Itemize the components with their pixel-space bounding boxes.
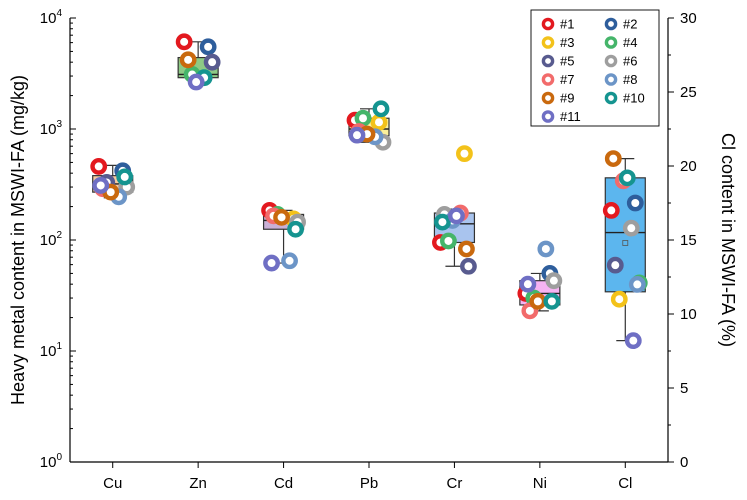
data-point-sample-5 <box>460 257 477 275</box>
y-right-tick-label: 30 <box>680 10 697 27</box>
legend-label-6: #6 <box>623 54 637 69</box>
legend-marker-3 <box>541 36 555 49</box>
y-right-tick-label: 0 <box>680 454 688 471</box>
legend-label-7: #7 <box>560 72 574 87</box>
legend-marker-1 <box>541 17 555 31</box>
data-point-sample-9 <box>458 240 475 258</box>
y-right-tick-label: 25 <box>680 84 697 101</box>
legend-label-4: #4 <box>623 35 637 50</box>
data-point-sample-8 <box>281 252 298 270</box>
box-mean-marker <box>622 240 629 246</box>
legend-marker-6 <box>604 54 618 68</box>
x-tick-label: Zn <box>189 475 207 492</box>
data-point-sample-6 <box>622 219 640 237</box>
y-left-tick-label: 100 <box>40 452 63 471</box>
legend-marker-7 <box>541 73 555 86</box>
data-point-sample-10 <box>618 169 636 187</box>
x-tick-label: Cl <box>618 475 632 492</box>
x-tick-label: Ni <box>533 475 547 492</box>
data-point-sample-9 <box>529 292 547 310</box>
legend-marker-8 <box>604 73 618 86</box>
data-point-sample-3 <box>370 113 388 131</box>
y-axis-left-title: Heavy metal content in MSWI-FA (mg/kg) <box>8 75 28 405</box>
data-point-sample-11 <box>187 73 205 91</box>
legend-label-9: #9 <box>560 91 574 106</box>
data-point-sample-10 <box>543 292 561 310</box>
data-point-sample-8 <box>537 240 555 258</box>
legend-label-1: #1 <box>560 17 574 32</box>
y-left-tick-label: 104 <box>40 8 63 27</box>
data-point-sample-10 <box>116 168 134 186</box>
data-point-sample-11 <box>624 332 642 350</box>
data-point-sample-10 <box>434 213 451 231</box>
data-point-sample-4 <box>440 232 457 250</box>
data-point-sample-11 <box>448 207 465 225</box>
legend-marker-2 <box>604 17 618 31</box>
y-left-tick-label: 101 <box>40 341 63 360</box>
x-tick-label: Pb <box>360 475 378 492</box>
y-right-tick-label: 10 <box>680 306 697 323</box>
legend-label-10: #10 <box>623 91 645 106</box>
legend-label-5: #5 <box>560 54 574 69</box>
data-point-sample-1 <box>90 158 108 175</box>
y-right-tick-label: 20 <box>680 158 697 175</box>
legend-marker-10 <box>604 91 618 105</box>
legend-marker-5 <box>541 54 555 68</box>
data-point-sample-9 <box>273 208 290 226</box>
legend-label-11: #11 <box>560 109 581 124</box>
data-point-sample-4 <box>354 109 372 127</box>
legend-label-2: #2 <box>623 17 637 32</box>
data-point-sample-3 <box>456 145 473 163</box>
data-point-sample-5 <box>606 256 624 274</box>
data-point-sample-11 <box>348 126 366 144</box>
data-point-sample-3 <box>610 290 628 308</box>
legend-box <box>530 9 660 127</box>
y-right-tick-label: 15 <box>680 232 697 249</box>
x-tick-label: Cd <box>274 475 293 492</box>
y-right-tick-label: 5 <box>680 380 688 397</box>
data-point-sample-10 <box>372 100 390 118</box>
x-tick-label: Cr <box>447 475 463 492</box>
legend-label-8: #8 <box>623 72 637 87</box>
data-point-sample-1 <box>602 201 620 219</box>
data-point-sample-10 <box>287 220 304 238</box>
y-axis-right-title: Cl content in MSWI-FA (%) <box>718 133 738 347</box>
legend-marker-9 <box>541 91 555 105</box>
data-point-sample-2 <box>626 194 644 212</box>
legend-marker-4 <box>604 36 618 49</box>
data-point-sample-2 <box>199 38 217 56</box>
data-point-sample-11 <box>92 177 110 194</box>
y-left-tick-label: 103 <box>40 119 63 138</box>
legend-label-3: #3 <box>560 35 574 50</box>
data-point-sample-1 <box>175 33 193 51</box>
data-point-sample-9 <box>604 150 622 168</box>
data-point-sample-9 <box>179 51 197 69</box>
y-left-tick-label: 102 <box>40 230 63 249</box>
axes: 100 101 102 103 104 0 5 10 15 20 25 30 Cu Zn Cd Pb Cr Ni C… <box>40 8 697 492</box>
data-point-sample-5 <box>203 53 221 71</box>
data-point-sample-6 <box>545 272 563 290</box>
legend: #1 #2 #3 #4 #5 #6 #7 #8 #9 #10 #11 <box>530 9 660 127</box>
data-point-sample-8 <box>628 275 646 293</box>
data-point-sample-11 <box>263 254 280 272</box>
data-point-sample-11 <box>519 275 537 293</box>
legend-marker-11 <box>541 110 555 123</box>
point-series <box>90 33 648 350</box>
x-tick-label: Cu <box>103 475 122 492</box>
